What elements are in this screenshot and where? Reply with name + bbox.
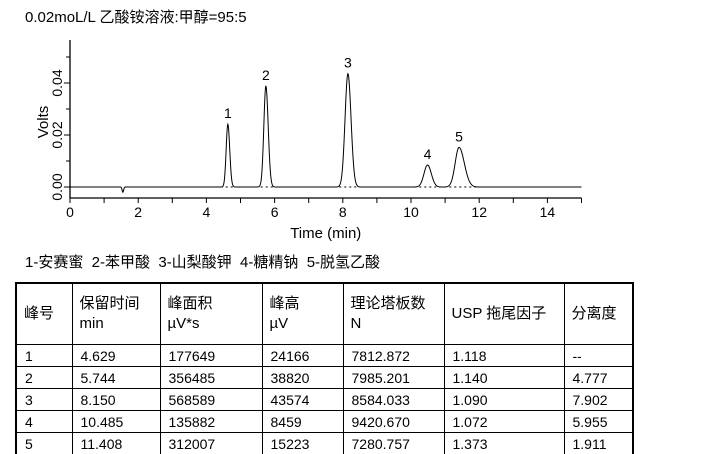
column-header: 分离度 [563,282,634,345]
table-cell: 38820 [261,366,344,389]
results-table: 峰号 保留时间 min 峰面积 µV*s 峰高 µV 理论塔板数 N USP 拖尾因子 分离度 1 4.… [15,282,634,454]
table-cell: 9420.670 [342,410,445,433]
table-cell: 4 [15,410,73,433]
x-tick-label: 4 [203,204,211,220]
table-cell: 7.902 [563,388,634,411]
table-cell: 1.140 [443,366,565,389]
x-tick-label: 12 [471,204,487,220]
table-cell: 11.408 [71,432,161,454]
table-cell: 1.072 [443,410,565,433]
x-tick-label: 2 [134,204,142,220]
table-cell: 1.090 [443,388,565,411]
table-cell: 7985.201 [342,366,445,389]
table-cell: 8584.033 [342,388,445,411]
column-unit: N [350,315,362,332]
table-cell: 15223 [261,432,344,454]
peak-label: 3 [344,55,352,71]
table-cell: 1.373 [443,432,565,454]
table-cell: 2 [15,366,73,389]
table-cell: 5 [15,432,73,454]
x-tick-label: 6 [271,204,279,220]
table-cell: 4.777 [563,366,634,389]
table-cell: 1.118 [443,344,565,367]
column-label: 峰高 [269,295,300,312]
table-cell: 356485 [159,366,263,389]
table-cell: 312007 [159,432,263,454]
column-label: USP 拖尾因子 [451,305,547,322]
column-header: USP 拖尾因子 [443,282,565,345]
column-header: 理论塔板数 N [342,282,445,345]
chromatogram-trace [70,72,582,194]
table-cell: 568589 [159,388,263,411]
x-tick-label: 14 [540,204,556,220]
table-row: 1 4.629 177649 24166 7812.872 1.118 -- [15,344,634,367]
table-cell: 7280.757 [342,432,445,454]
x-tick-label: 0 [66,204,74,220]
table-cell: 8459 [261,410,344,433]
y-axis-title: Volts [35,106,52,139]
y-tick-label: 0.00 [49,173,65,200]
column-header: 峰面积 µV*s [159,282,263,345]
header-row: 峰号 保留时间 min 峰面积 µV*s 峰高 µV 理论塔板数 N USP 拖尾因子 分离度 [15,282,634,345]
x-tick-label: 8 [339,204,347,220]
table-cell: 177649 [159,344,263,367]
column-label: 理论塔板数 [350,295,426,312]
table-cell: 7812.872 [342,344,445,367]
column-label: 峰面积 [167,295,213,312]
peak-label: 5 [455,128,463,144]
table-row: 5 11.408 312007 15223 7280.757 1.373 1.911 [15,432,634,454]
table-row: 4 10.485 135882 8459 9420.670 1.072 5.955 [15,410,634,433]
peak-legend: 1-安赛蜜 2-苯甲酸 3-山梨酸钾 4-糖精钠 5-脱氢乙酸 [25,254,381,271]
sample-title: 0.02moL/L 乙酸铵溶液:甲醇=95:5 [25,9,247,26]
column-header: 峰号 [15,282,73,345]
axes-frame [69,40,582,199]
table-cell: 5.955 [563,410,634,433]
y-tick-label: 0.02 [49,121,65,148]
table-row: 3 8.150 568589 43574 8584.033 1.090 7.902 [15,388,634,411]
column-unit: min [79,315,104,332]
column-label: 峰号 [24,305,55,322]
column-label: 分离度 [571,305,617,322]
table-cell: 1.911 [563,432,634,454]
column-header: 保留时间 min [71,282,161,345]
column-unit: µV*s [167,315,200,332]
table-cell: 8.150 [71,388,161,411]
table-cell: 10.485 [71,410,161,433]
column-header: 峰高 µV [261,282,344,345]
table-cell: 1 [15,344,73,367]
column-label: 保留时间 [79,295,140,312]
peak-label: 2 [262,67,270,83]
table-cell: 24166 [261,344,344,367]
table-cell: 4.629 [71,344,161,367]
table-cell: 5.744 [71,366,161,389]
x-tick-label: 10 [403,204,419,220]
peak-label: 4 [424,146,432,162]
y-tick-label: 0.04 [49,69,65,96]
table-cell: -- [563,344,634,367]
table-cell: 135882 [159,410,263,433]
table-cell: 43574 [261,388,344,411]
table-row: 2 5.744 356485 38820 7985.201 1.140 4.777 [15,366,634,389]
peak-label: 1 [224,105,232,121]
column-unit: µV [269,315,289,332]
x-axis-title: Time (min) [290,225,361,242]
table-cell: 3 [15,388,73,411]
